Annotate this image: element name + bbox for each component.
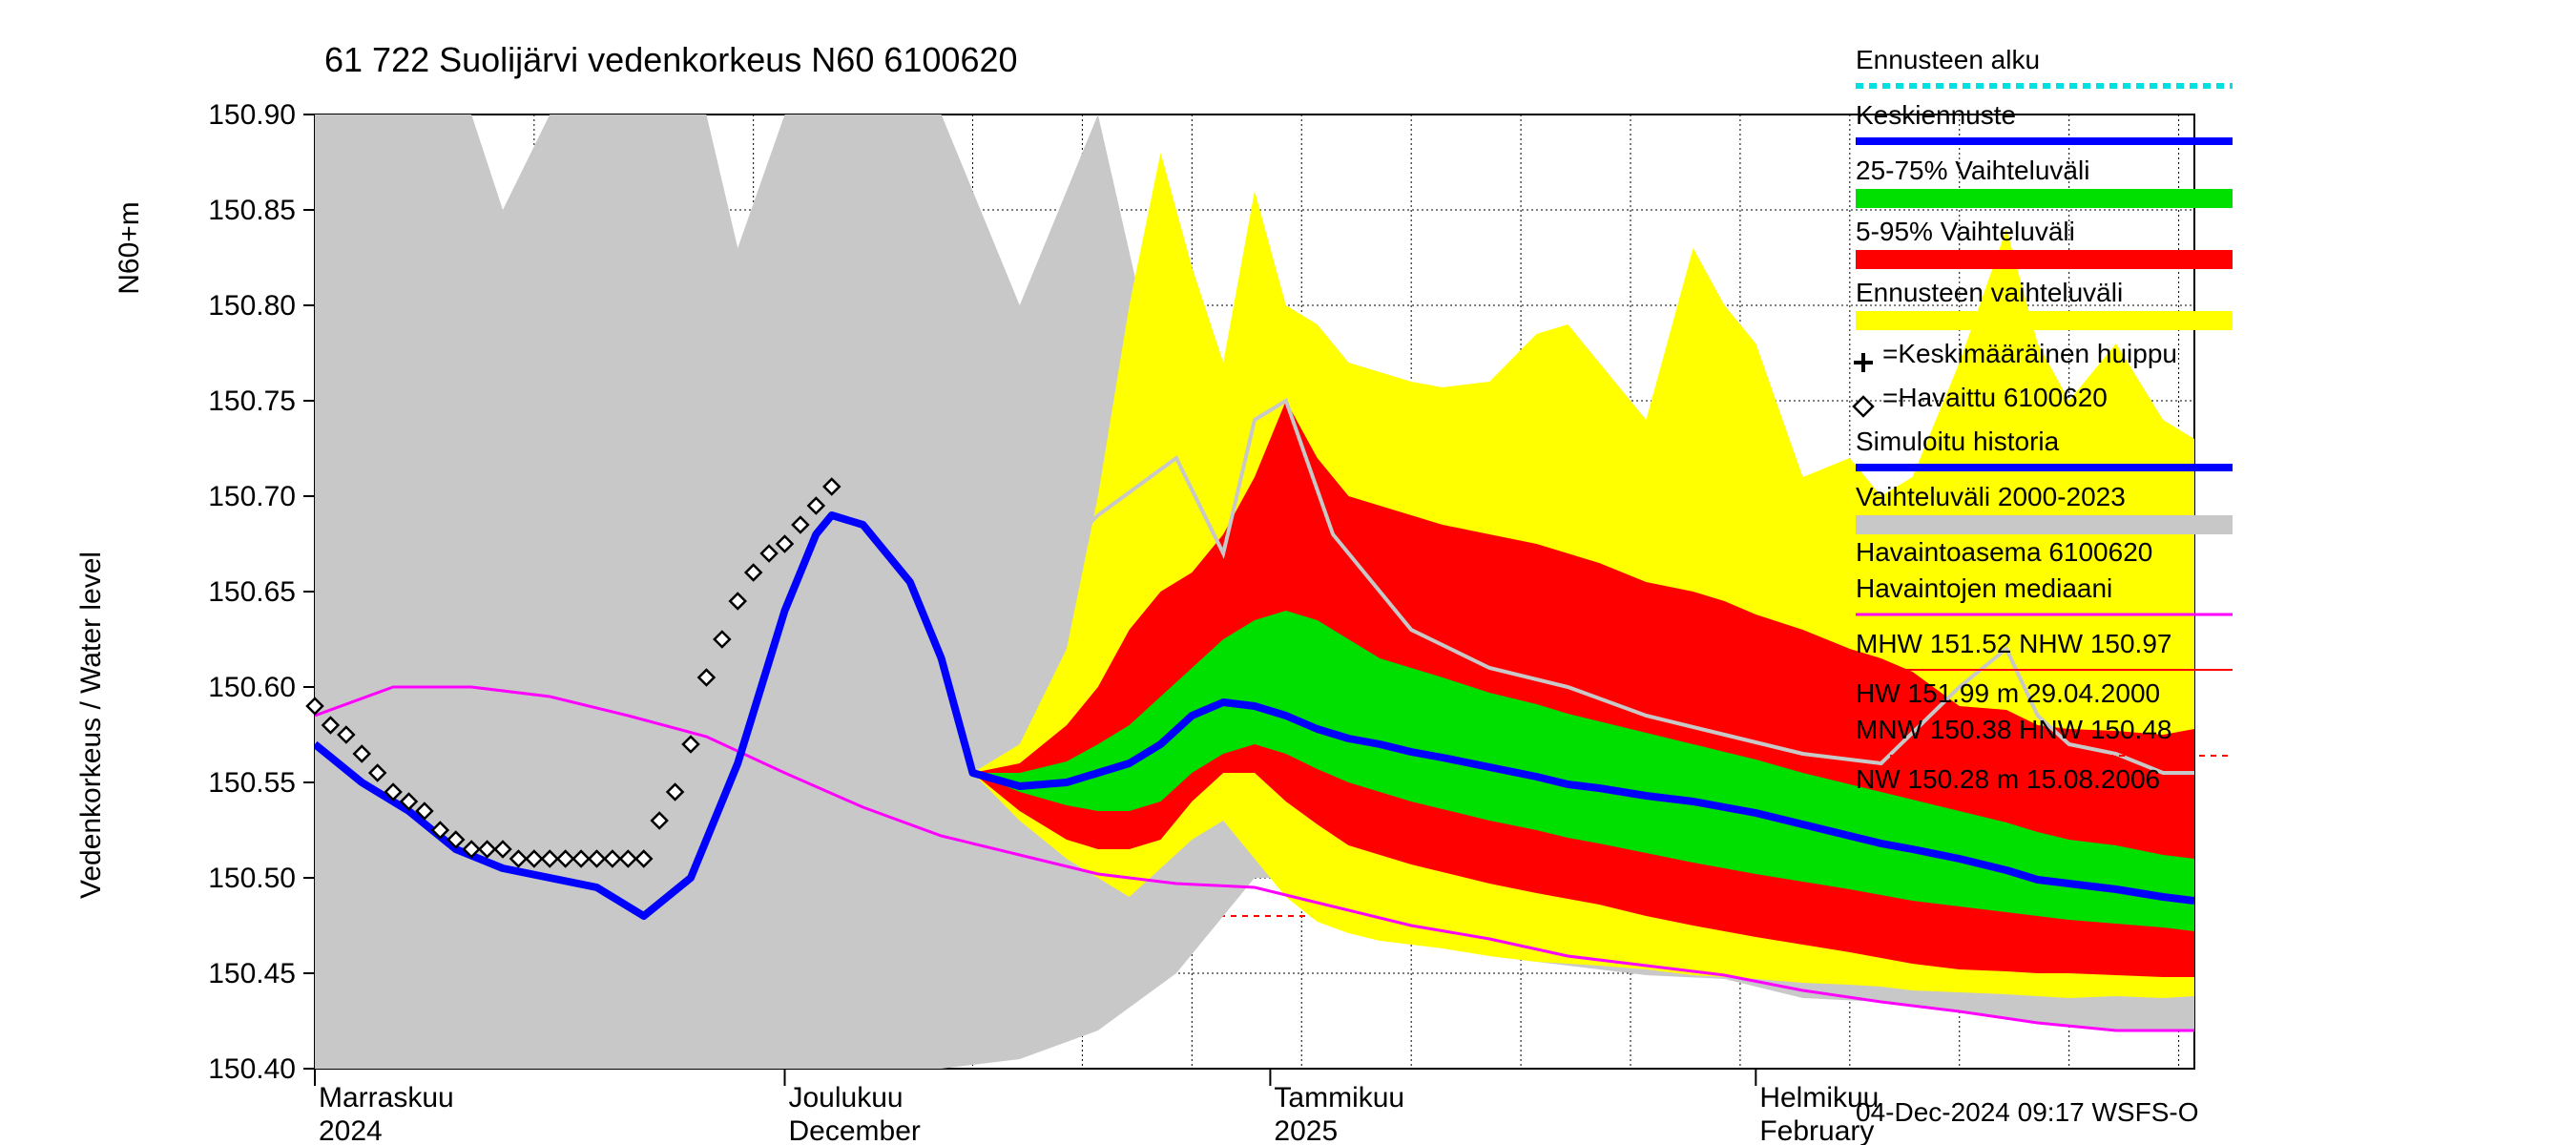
y-axis-label-top: N60+m [114,201,145,295]
y-tick-label: 150.85 [208,195,296,226]
y-axis-label-bottom: Vedenkorkeus / Water level [75,552,107,899]
legend-label-obs_median: Havaintojen mediaani [1856,573,2112,603]
legend-label-range_90: 5-95% Vaihteluväli [1856,217,2075,246]
x-month-label: Joulukuu [789,1082,904,1114]
y-tick-label: 150.65 [208,576,296,608]
y-tick-label: 150.70 [208,481,296,512]
y-tick-label: 150.55 [208,767,296,799]
legend-swatch-range_90 [1856,250,2233,269]
chart-container: 61 722 Suolijärvi vedenkorkeus N60 61006… [0,0,2576,1145]
x-month-sublabel: December [789,1115,921,1145]
legend-label-mnw: MNW 150.38 HNW 150.48 [1856,715,2171,744]
legend-swatch-range_50 [1856,189,2233,208]
legend-label-forecast_start: Ennusteen alku [1856,45,2040,74]
x-tick-labels: Marraskuu2024 JoulukuuDecember Tammikuu202… [315,1069,1879,1145]
chart-title: 61 722 Suolijärvi vedenkorkeus N60 61006… [324,40,1018,79]
x-month-label: Tammikuu [1274,1082,1404,1114]
y-tick-label: 150.60 [208,672,296,703]
hydrograph-chart: 61 722 Suolijärvi vedenkorkeus N60 61006… [0,0,2576,1145]
legend-label-range_50: 25-75% Vaihteluväli [1856,156,2089,185]
y-tick-labels: 150.40 150.45 150.50 150.55 150.60 150.65 150.… [208,99,315,1085]
y-tick-label: 150.90 [208,99,296,131]
legend-label-hist_range: Vaihteluväli 2000-2023 [1856,482,2126,511]
legend-sublabel-mhw: HW 151.99 m 29.04.2000 [1856,678,2160,708]
legend-label-mean_peak: =Keskimääräinen huippu [1882,339,2177,368]
y-tick-label: 150.45 [208,958,296,989]
x-month-sublabel: 2025 [1274,1115,1338,1145]
footer-timestamp: 04-Dec-2024 09:17 WSFS-O [1856,1097,2199,1127]
legend-label-mhw: MHW 151.52 NHW 150.97 [1856,629,2171,658]
legend-label-observed: =Havaittu 6100620 [1882,383,2108,412]
x-month-sublabel: 2024 [319,1115,383,1145]
legend-swatch-hist_range [1856,515,2233,534]
y-tick-label: 150.40 [208,1053,296,1085]
x-month-label: Marraskuu [319,1082,454,1114]
legend-label-mean_forecast: Keskiennuste [1856,100,2016,130]
legend-sublabel-mnw: NW 150.28 m 15.08.2006 [1856,764,2160,794]
legend-swatch-range_full [1856,311,2233,330]
legend-label-range_full: Ennusteen vaihteluväli [1856,278,2123,307]
legend-label-sim_history: Simuloitu historia [1856,427,2060,456]
y-tick-label: 150.75 [208,385,296,417]
y-tick-label: 150.80 [208,290,296,322]
y-tick-label: 150.50 [208,863,296,894]
legend-sublabel-hist_range: Havaintoasema 6100620 [1856,537,2152,567]
